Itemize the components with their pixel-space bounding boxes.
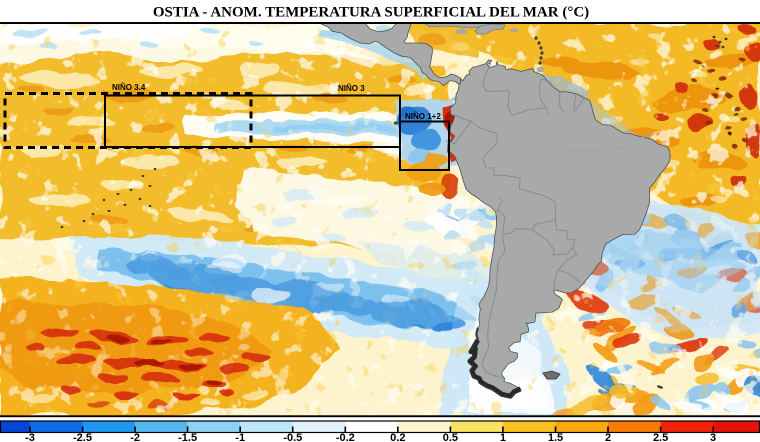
svg-text:-3: -3 [25, 432, 35, 442]
svg-text:0.2: 0.2 [390, 432, 405, 442]
svg-text:-1.5: -1.5 [178, 432, 197, 442]
svg-text:-0.5: -0.5 [283, 432, 302, 442]
svg-text:NIÑO 1+2: NIÑO 1+2 [405, 112, 441, 121]
svg-text:2: 2 [605, 432, 611, 442]
svg-text:2.5: 2.5 [653, 432, 668, 442]
svg-text:NIÑO 3.4: NIÑO 3.4 [112, 83, 146, 92]
svg-text:1.5: 1.5 [548, 432, 563, 442]
svg-text:-1: -1 [235, 432, 245, 442]
svg-text:-2: -2 [130, 432, 140, 442]
svg-text:1: 1 [500, 432, 506, 442]
svg-text:0.5: 0.5 [443, 432, 458, 442]
svg-text:OSTIA - ANOM. TEMPERATURA SUPE: OSTIA - ANOM. TEMPERATURA SUPERFICIAL DE… [153, 5, 589, 21]
svg-text:3: 3 [710, 432, 716, 442]
svg-text:-0.2: -0.2 [336, 432, 355, 442]
svg-text:-2.5: -2.5 [73, 432, 92, 442]
svg-text:NIÑO 3: NIÑO 3 [338, 84, 365, 93]
